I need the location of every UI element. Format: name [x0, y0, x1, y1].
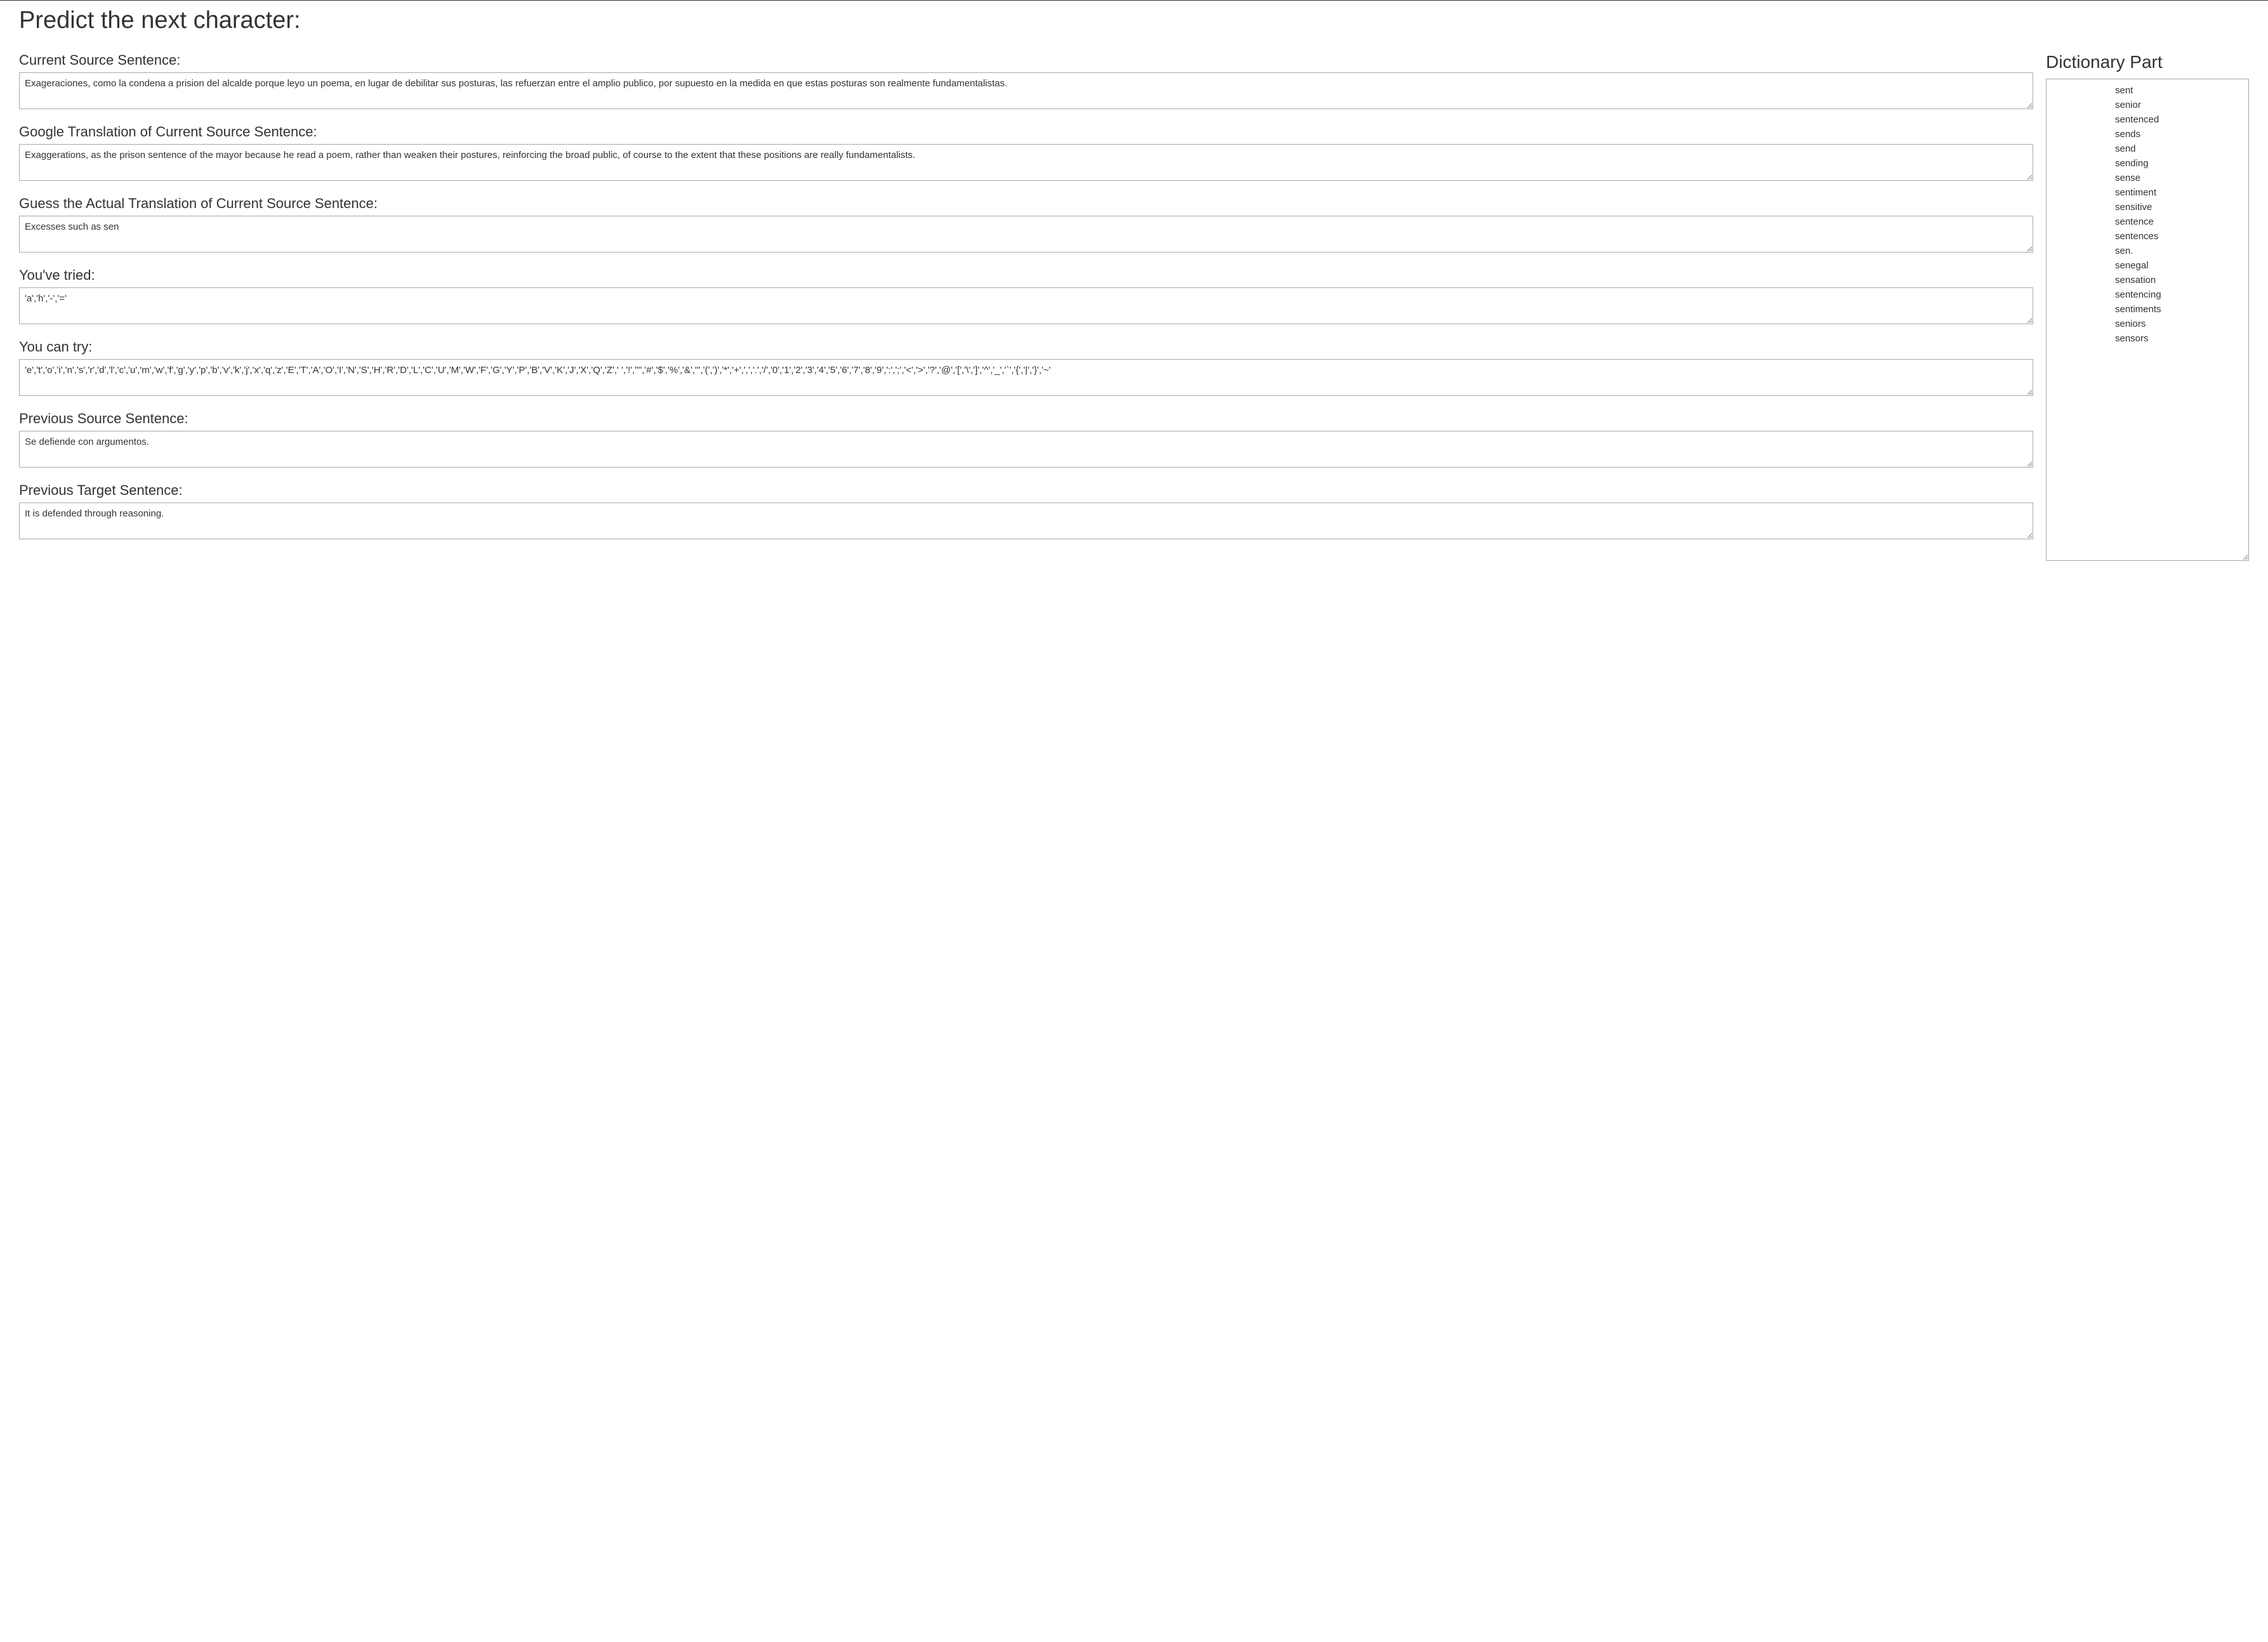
previous-target-input[interactable]: It is defended through reasoning. — [19, 502, 2033, 539]
google-translation-input[interactable]: Exaggerations, as the prison sentence of… — [19, 144, 2033, 181]
guess-translation-input[interactable]: Excesses such as sen — [19, 216, 2033, 253]
dictionary-item: sentences — [2115, 229, 2243, 244]
main-layout: Current Source Sentence: Exageraciones, … — [19, 52, 2249, 561]
google-translation-section: Google Translation of Current Source Sen… — [19, 124, 2033, 184]
page-title: Predict the next character: — [19, 7, 2249, 34]
can-try-section: You can try: 'e','t','o','i','n','s','r'… — [19, 339, 2033, 399]
main-container: Predict the next character: Current Sour… — [0, 1, 2268, 580]
dictionary-item: sending — [2115, 156, 2243, 171]
tried-section: You've tried: 'a','h','-','=' — [19, 267, 2033, 327]
tried-label: You've tried: — [19, 267, 2033, 284]
dictionary-item: seniors — [2115, 317, 2243, 331]
dictionary-item: send — [2115, 141, 2243, 156]
dictionary-item: sentiments — [2115, 302, 2243, 317]
dictionary-list: sentseniorsentencedsendssendsendingsense… — [2052, 83, 2243, 346]
previous-source-label: Previous Source Sentence: — [19, 410, 2033, 427]
dictionary-item: sentencing — [2115, 287, 2243, 302]
dictionary-item: senior — [2115, 98, 2243, 112]
current-source-section: Current Source Sentence: Exageraciones, … — [19, 52, 2033, 112]
dictionary-item: senegal — [2115, 258, 2243, 273]
dictionary-item: sentenced — [2115, 112, 2243, 127]
dictionary-item: sensation — [2115, 273, 2243, 287]
previous-target-section: Previous Target Sentence: It is defended… — [19, 482, 2033, 542]
previous-source-section: Previous Source Sentence: Se defiende co… — [19, 410, 2033, 471]
dictionary-box[interactable]: sentseniorsentencedsendssendsendingsense… — [2046, 79, 2249, 561]
dictionary-item: sentence — [2115, 214, 2243, 229]
previous-target-label: Previous Target Sentence: — [19, 482, 2033, 499]
dictionary-item: sentiment — [2115, 185, 2243, 200]
tried-input[interactable]: 'a','h','-','=' — [19, 287, 2033, 324]
dictionary-item: sent — [2115, 83, 2243, 98]
right-column: Dictionary Part sentseniorsentencedsends… — [2046, 52, 2249, 561]
can-try-input[interactable]: 'e','t','o','i','n','s','r','d','l','c',… — [19, 359, 2033, 396]
dictionary-item: sensors — [2115, 331, 2243, 346]
dictionary-title: Dictionary Part — [2046, 52, 2249, 72]
previous-source-input[interactable]: Se defiende con argumentos. — [19, 431, 2033, 468]
guess-translation-label: Guess the Actual Translation of Current … — [19, 195, 2033, 212]
current-source-input[interactable]: Exageraciones, como la condena a prision… — [19, 72, 2033, 109]
current-source-label: Current Source Sentence: — [19, 52, 2033, 69]
dictionary-item: sen. — [2115, 244, 2243, 258]
can-try-label: You can try: — [19, 339, 2033, 355]
guess-translation-section: Guess the Actual Translation of Current … — [19, 195, 2033, 256]
google-translation-label: Google Translation of Current Source Sen… — [19, 124, 2033, 140]
dictionary-item: sensitive — [2115, 200, 2243, 214]
dictionary-item: sense — [2115, 171, 2243, 185]
left-column: Current Source Sentence: Exageraciones, … — [19, 52, 2033, 561]
dictionary-item: sends — [2115, 127, 2243, 141]
